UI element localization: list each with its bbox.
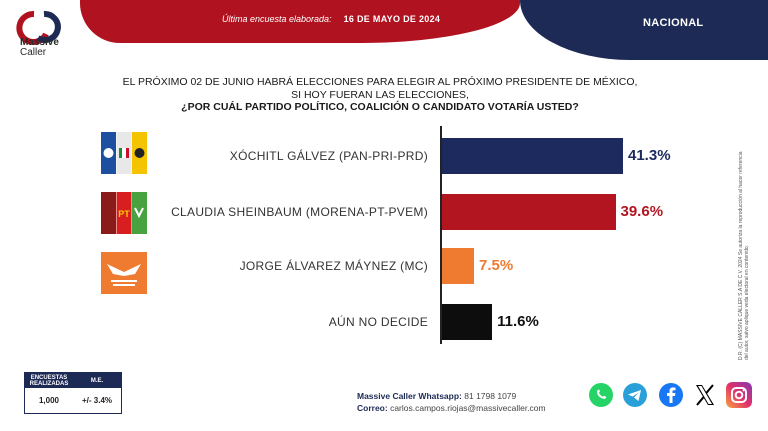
scope-label: NACIONAL bbox=[643, 17, 704, 29]
facebook-icon[interactable] bbox=[658, 382, 684, 408]
stats-header-margin: M.E. bbox=[90, 377, 104, 384]
pan-pri-prd-icon bbox=[101, 132, 147, 174]
bar-value-label-3: 11.6% bbox=[497, 313, 539, 330]
email-address[interactable]: carlos.campos.riojas@massivecaller.com bbox=[390, 403, 546, 413]
bar-1 bbox=[441, 194, 616, 230]
bar-3 bbox=[441, 304, 493, 340]
stats-sample-value: 1,000 bbox=[38, 396, 60, 405]
category-label-3: AÚN NO DECIDE bbox=[328, 315, 428, 329]
massive-caller-logo-icon bbox=[16, 10, 61, 45]
header-subtitle: Última encuesta elaborada: 16 DE MAYO DE … bbox=[222, 14, 441, 24]
bar-value-label-1: 39.6% bbox=[620, 203, 664, 220]
category-label-2: JORGE ÁLVAREZ MÁYNEZ (MC) bbox=[239, 259, 428, 273]
survey-stats-box: ENCUESTAS REALIZADAS M.E. 1,000 +/- 3.4% bbox=[24, 372, 122, 414]
category-label-1: CLAUDIA SHEINBAUM (MORENA-PT-PVEM) bbox=[171, 205, 428, 219]
svg-text:PT: PT bbox=[118, 209, 130, 219]
contact-info: Massive Caller Whatsapp: 81 1798 1079 Co… bbox=[357, 391, 546, 413]
stats-margin-value: +/- 3.4% bbox=[81, 396, 112, 405]
category-label-0: XÓCHITL GÁLVEZ (PAN-PRI-PRD) bbox=[229, 149, 428, 163]
x-icon[interactable] bbox=[692, 382, 718, 408]
instagram-icon[interactable] bbox=[726, 382, 752, 408]
survey-question: EL PRÓXIMO 02 DE JUNIO HABRÁ ELECCIONES … bbox=[122, 76, 638, 113]
whatsapp-icon[interactable] bbox=[588, 382, 614, 408]
bar-value-label-2: 7.5% bbox=[479, 257, 514, 274]
chart-axis bbox=[440, 126, 442, 344]
bar-2 bbox=[441, 248, 475, 284]
movimiento-ciudadano-icon bbox=[101, 252, 147, 294]
logo-text: Massive Caller bbox=[20, 37, 59, 58]
telegram-icon[interactable] bbox=[622, 382, 648, 408]
header-navy-band bbox=[520, 0, 768, 60]
stats-header-sample: ENCUESTAS REALIZADAS bbox=[29, 374, 69, 387]
whatsapp-number: 81 1798 1079 bbox=[464, 391, 517, 401]
bar-0 bbox=[441, 138, 623, 174]
morena-pt-pvem-icon: PT bbox=[101, 192, 147, 234]
copyright-note: D.R. (C) MASSIVE CALLER S.A DE C.V. 2024… bbox=[738, 151, 750, 360]
bar-value-label-0: 41.3% bbox=[628, 147, 671, 164]
survey-date: 16 DE MAYO DE 2024 bbox=[343, 14, 441, 24]
header-red-band bbox=[80, 0, 520, 43]
